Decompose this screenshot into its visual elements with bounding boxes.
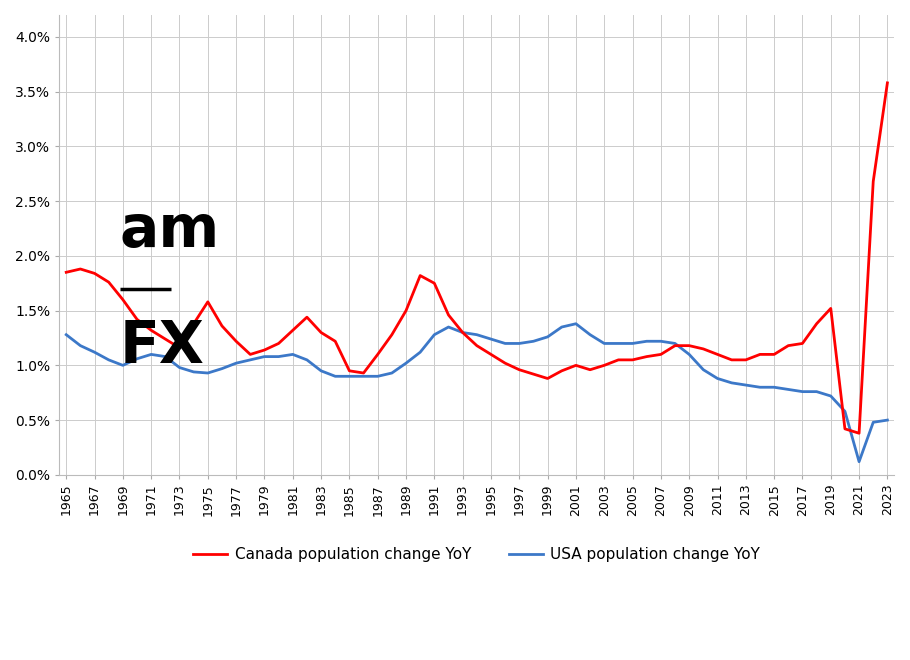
Canada population change YoY xyxy=(61,269,72,277)
Legend: Canada population change YoY, USA population change YoY: Canada population change YoY, USA popula… xyxy=(187,541,766,568)
Canada population change YoY xyxy=(655,350,666,358)
Line: USA population change YoY: USA population change YoY xyxy=(66,324,887,462)
USA population change YoY xyxy=(273,352,284,360)
USA population change YoY xyxy=(882,416,893,424)
Canada population change YoY xyxy=(273,339,284,347)
USA population change YoY xyxy=(486,335,497,343)
Text: FX: FX xyxy=(119,319,205,376)
USA population change YoY xyxy=(670,339,681,347)
Canada population change YoY xyxy=(854,429,864,437)
USA population change YoY xyxy=(188,368,199,376)
Canada population change YoY xyxy=(89,269,100,277)
Canada population change YoY xyxy=(188,320,199,328)
Canada population change YoY xyxy=(882,79,893,87)
USA population change YoY xyxy=(571,320,581,328)
Line: Canada population change YoY: Canada population change YoY xyxy=(66,83,887,433)
USA population change YoY xyxy=(89,348,100,356)
Text: am: am xyxy=(119,202,220,259)
Canada population change YoY xyxy=(486,350,497,358)
USA population change YoY xyxy=(146,350,157,358)
Canada population change YoY xyxy=(146,326,157,334)
USA population change YoY xyxy=(61,331,72,339)
USA population change YoY xyxy=(854,458,864,466)
